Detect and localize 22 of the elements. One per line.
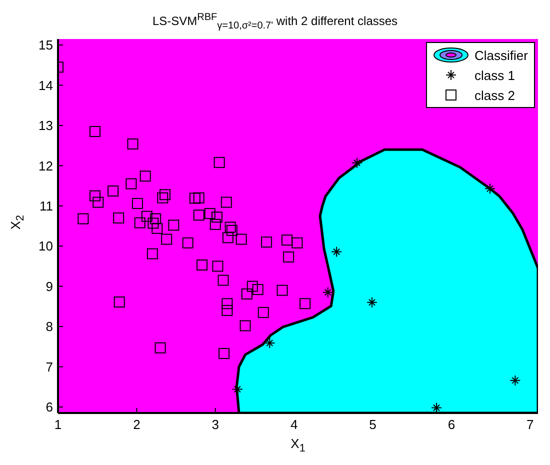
x-tick-label: 6: [448, 417, 456, 432]
y-tick-label: 10: [38, 238, 53, 254]
y-tick-label: 15: [38, 38, 53, 53]
x-tick-label: 5: [369, 417, 376, 432]
x-axis-title: X$_{1}$: [290, 436, 306, 455]
y-tick-label: 12: [38, 158, 53, 174]
y-tick-label: 6: [46, 400, 53, 415]
y-tick-label: 13: [38, 118, 53, 134]
chart-title: LS-SVM$^{RBF}$$_{γ=10,σ²=0.7'}$ with 2 different classes: [151, 12, 399, 32]
y-tick-label: 14: [38, 78, 53, 93]
x-tick-label: 1: [54, 417, 62, 432]
y-tick-label: 9: [46, 278, 53, 294]
legend-label: Classifier: [474, 48, 528, 62]
x-tick-label: 7: [526, 417, 534, 432]
y-tick-label: 11: [40, 198, 53, 214]
x-tick-label: 2: [133, 417, 140, 432]
legend-label: class 1: [474, 68, 515, 82]
x-tick-label: 3: [212, 417, 219, 432]
x-tick-label: 4: [290, 417, 298, 432]
legend-label: class 2: [474, 88, 515, 102]
y-tick-label: 7: [46, 359, 53, 374]
y-tick-label: 8: [46, 319, 53, 334]
